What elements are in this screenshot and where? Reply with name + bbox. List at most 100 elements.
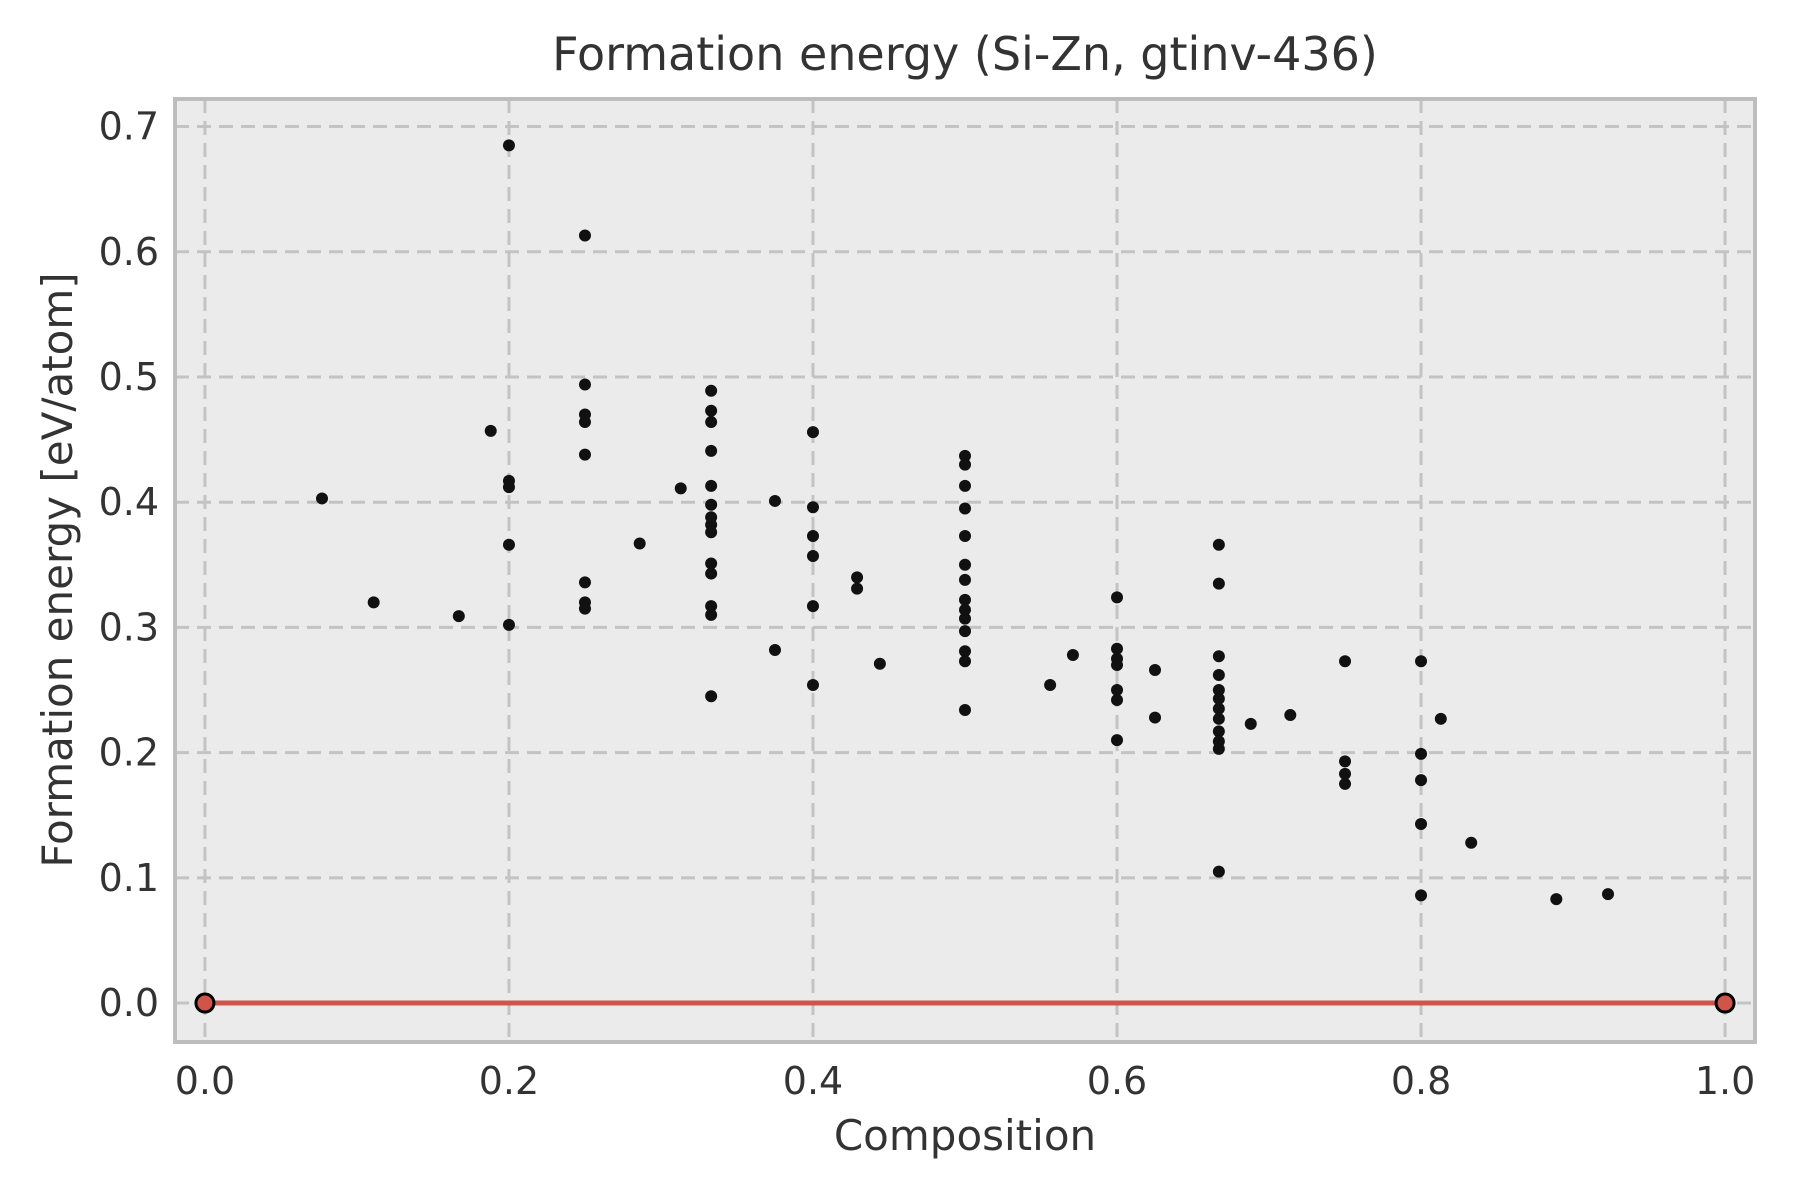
data-point: [1339, 777, 1352, 790]
axes-spines: [173, 97, 1757, 1044]
data-point: [1212, 865, 1225, 878]
data-point: [1212, 692, 1225, 705]
data-point: [1415, 747, 1428, 760]
y-tick-labels: 0.0 0.1 0.2 0.3 0.4 0.5 0.6 0.7: [99, 105, 159, 1026]
x-tick-label: 0.2: [479, 1059, 539, 1103]
data-point: [1550, 893, 1563, 906]
data-point: [578, 229, 591, 242]
data-point: [959, 645, 971, 658]
data-point: [959, 458, 971, 471]
data-point: [502, 481, 515, 494]
data-point: [959, 655, 971, 668]
data-point: [959, 479, 971, 492]
data-point: [705, 404, 718, 417]
convex-hull-layer: [194, 992, 1736, 1014]
hull-endpoint-marker: [1714, 992, 1736, 1014]
grid-layer: [175, 99, 1755, 1042]
data-point: [578, 448, 591, 461]
data-point: [959, 603, 971, 616]
data-point: [768, 494, 781, 507]
data-point: [1415, 889, 1428, 902]
data-point: [1149, 711, 1162, 724]
scatter-points-layer: [315, 139, 1615, 906]
data-point: [806, 550, 819, 563]
x-tick-labels: 0.0 0.2 0.4 0.6 0.8 1.0: [175, 1059, 1756, 1103]
data-point: [851, 582, 864, 595]
data-point: [705, 690, 718, 703]
data-point: [578, 416, 591, 429]
y-tick-label: 0.6: [99, 230, 159, 274]
data-point: [452, 610, 465, 623]
data-point: [1212, 538, 1225, 551]
data-point: [1212, 650, 1225, 663]
chart-title: Formation energy (Si-Zn, gtinv-436): [552, 27, 1378, 81]
y-tick-label: 0.5: [99, 355, 159, 399]
data-point: [1111, 734, 1124, 747]
x-tick-label: 0.8: [1391, 1059, 1451, 1103]
data-point: [1044, 679, 1057, 692]
data-point: [502, 538, 515, 551]
data-point: [1111, 658, 1124, 671]
data-point: [1212, 725, 1225, 738]
data-point: [959, 558, 971, 571]
data-point: [578, 602, 591, 615]
data-point: [1111, 591, 1124, 604]
x-tick-label: 0.6: [1087, 1059, 1147, 1103]
data-point: [1602, 888, 1615, 901]
data-point: [1111, 684, 1124, 697]
data-point: [959, 573, 971, 586]
data-point: [633, 537, 646, 550]
data-point: [367, 596, 380, 609]
data-point: [959, 530, 971, 543]
data-point: [705, 416, 718, 429]
data-point: [959, 449, 971, 462]
data-point: [502, 139, 515, 152]
data-point: [1212, 702, 1225, 715]
data-point: [768, 643, 781, 656]
y-tick-label: 0.3: [99, 605, 159, 649]
data-point: [1212, 742, 1225, 755]
y-tick-label: 0.2: [99, 731, 159, 775]
data-point: [705, 479, 718, 492]
data-point: [806, 600, 819, 613]
data-point: [1284, 709, 1297, 722]
data-point: [315, 492, 328, 505]
data-point: [1111, 694, 1124, 707]
data-point: [1212, 577, 1225, 590]
data-point: [959, 593, 971, 606]
y-axis-label: Formation energy [eV/atom]: [33, 272, 82, 867]
data-point: [705, 557, 718, 570]
data-point: [1415, 655, 1428, 668]
data-point: [806, 530, 819, 543]
data-point: [1434, 712, 1447, 725]
x-tick-label: 1.0: [1695, 1059, 1755, 1103]
data-point: [705, 444, 718, 457]
data-point: [851, 571, 864, 584]
data-point: [705, 567, 718, 580]
hull-endpoint-marker: [194, 992, 216, 1014]
data-point: [1149, 663, 1162, 676]
data-point: [1339, 655, 1352, 668]
data-point: [1415, 817, 1428, 830]
y-tick-label: 0.7: [99, 105, 159, 149]
data-point: [1465, 836, 1478, 849]
data-point: [1415, 774, 1428, 787]
data-point: [959, 704, 971, 717]
data-point: [705, 608, 718, 621]
data-point: [1339, 767, 1352, 780]
data-point: [806, 501, 819, 514]
x-tick-label: 0.0: [175, 1059, 235, 1103]
data-point: [578, 378, 591, 391]
data-point: [959, 502, 971, 515]
data-point: [1111, 642, 1124, 655]
y-tick-label: 0.0: [99, 981, 159, 1025]
data-point: [484, 424, 497, 437]
data-point: [1212, 712, 1225, 725]
data-point: [578, 576, 591, 589]
data-point: [1339, 755, 1352, 768]
data-point: [705, 498, 718, 511]
data-point: [705, 600, 718, 613]
data-point: [873, 657, 886, 670]
